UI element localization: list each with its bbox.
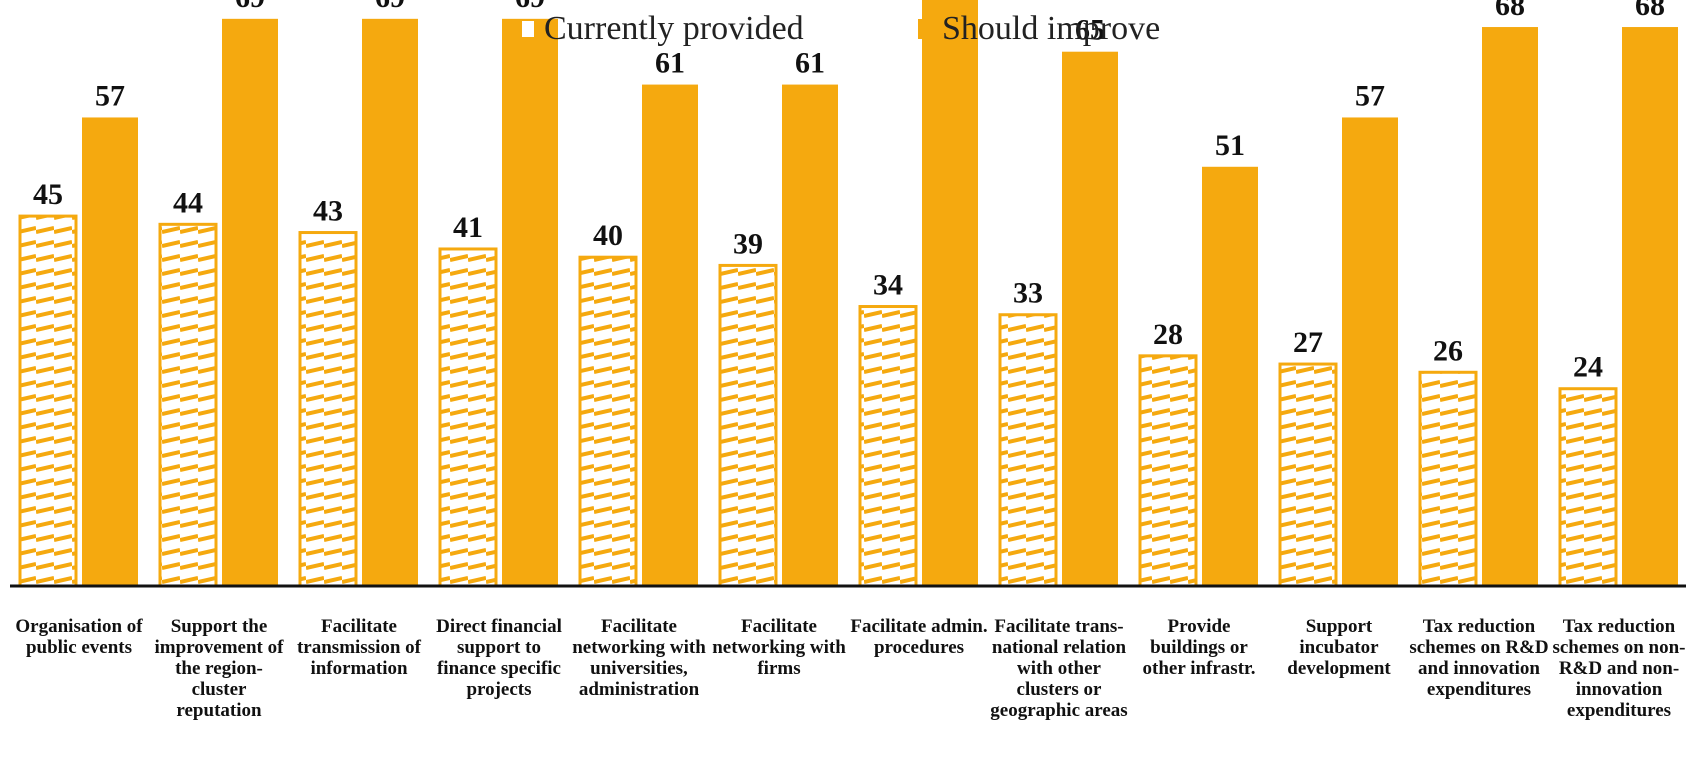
data-label: 69 [515,0,545,14]
legend-item-currently-provided: Currently provided [520,10,804,48]
legend-label: Currently provided [544,10,804,47]
legend-swatch-outline [520,19,536,39]
data-label: 28 [1153,318,1183,351]
bar-currently-provided [578,255,638,588]
bar-should-improve [222,18,278,586]
bar-should-improve [1202,166,1258,586]
x-tick-label: Provide buildings or other infrastr. [1142,616,1256,679]
data-label: 41 [453,211,483,244]
legend-swatch-solid [918,19,934,39]
bar-should-improve [82,117,138,587]
data-label: 51 [1215,129,1245,162]
data-label: 68 [1495,0,1525,22]
bar-should-improve [1622,27,1678,587]
bar-should-improve [642,84,698,586]
data-label: 40 [593,219,623,252]
bar-currently-provided [1558,387,1618,588]
bar-should-improve [362,18,418,586]
x-tick-label: Facilitate trans-national relation with … [990,616,1128,721]
data-label: 39 [733,227,763,260]
data-label: 27 [1293,326,1323,359]
data-label: 33 [1013,277,1043,310]
data-label: 43 [313,195,343,228]
data-label: 45 [33,178,63,211]
x-tick-label: Support incubator development [1287,616,1391,679]
x-tick-label: Facilitate networking with firms [712,616,846,679]
legend-item-should-improve: Should improve [918,10,1160,48]
data-label: 61 [655,47,685,80]
bar-currently-provided [718,263,778,588]
bar-currently-provided [1418,370,1478,588]
data-label: 68 [1635,0,1665,22]
legend-label: Should improve [942,10,1161,47]
bar-currently-provided [1138,354,1198,588]
data-label: 57 [95,79,125,112]
bar-currently-provided [158,222,218,588]
bar-should-improve [1482,27,1538,587]
x-tick-label: Direct financial support to finance spec… [436,616,562,700]
bar-currently-provided [298,231,358,588]
bar-should-improve [782,84,838,586]
x-tick-label: Facilitate networking with universities,… [572,616,706,700]
data-label: 65 [1075,14,1105,47]
x-tick-label: Support the improvement of the region-cl… [154,616,284,721]
x-tick-label: Organisation of public events [15,616,143,658]
bar-currently-provided [18,214,78,588]
data-label: 26 [1433,334,1463,367]
data-label: 69 [235,0,265,14]
data-label: 44 [173,186,203,219]
bar-should-improve [1062,51,1118,586]
x-tick-label: Facilitate transmission of information [296,616,422,679]
bar-should-improve [502,18,558,586]
data-label: 61 [795,47,825,80]
data-label: 34 [873,269,903,302]
data-label: 57 [1355,79,1385,112]
bar-should-improve [922,0,978,587]
data-label: 69 [375,0,405,14]
bar-currently-provided [438,247,498,588]
x-tick-label: Tax reduction schemes on non-R&D and non… [1552,616,1686,721]
bar-currently-provided [998,313,1058,588]
bar-currently-provided [1278,362,1338,588]
bar-should-improve [1342,117,1398,587]
x-tick-label: Tax reduction schemes on R&D and innovat… [1409,616,1549,700]
x-tick-label: Facilitate admin. procedures [850,616,988,658]
bar-currently-provided [858,305,918,588]
data-label: 24 [1573,351,1603,384]
